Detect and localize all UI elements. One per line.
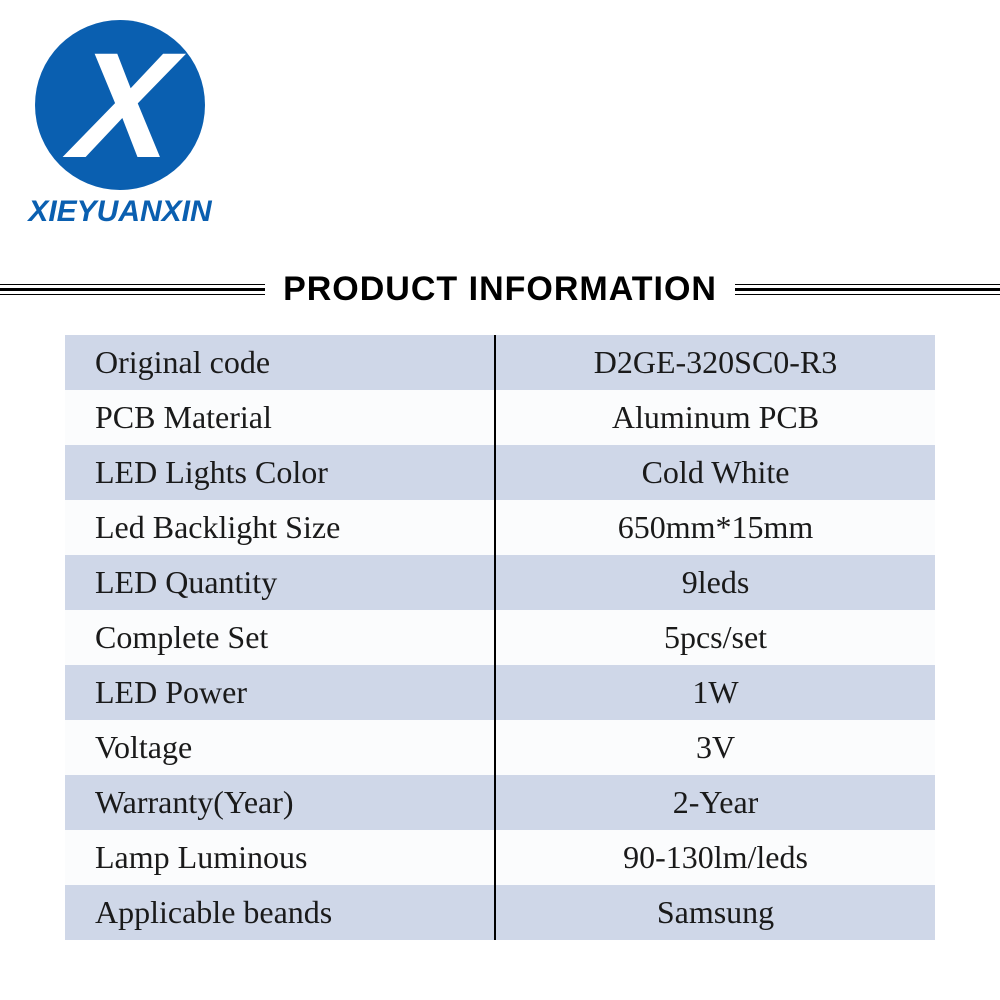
table-row: LED Quantity9leds — [65, 555, 935, 610]
spec-value: Samsung — [495, 885, 935, 940]
table-row: Led Backlight Size650mm*15mm — [65, 500, 935, 555]
spec-label: LED Power — [65, 665, 495, 720]
spec-table-body: Original codeD2GE-320SC0-R3 PCB Material… — [65, 335, 935, 940]
heading-rule-left — [0, 288, 265, 291]
spec-value: Aluminum PCB — [495, 390, 935, 445]
spec-value: 2-Year — [495, 775, 935, 830]
table-row: Complete Set5pcs/set — [65, 610, 935, 665]
table-row: LED Lights ColorCold White — [65, 445, 935, 500]
table-row: LED Power1W — [65, 665, 935, 720]
spec-table: Original codeD2GE-320SC0-R3 PCB Material… — [65, 335, 935, 940]
page-title: PRODUCT INFORMATION — [265, 270, 735, 309]
heading-row: PRODUCT INFORMATION — [0, 270, 1000, 309]
spec-value: 9leds — [495, 555, 935, 610]
spec-value: 650mm*15mm — [495, 500, 935, 555]
spec-label: Led Backlight Size — [65, 500, 495, 555]
brand-logo-block: X XIEYUANXIN — [20, 20, 220, 229]
spec-value: 3V — [495, 720, 935, 775]
brand-name: XIEYUANXIN — [20, 195, 220, 229]
spec-label: Applicable beands — [65, 885, 495, 940]
logo-circle: X — [35, 20, 205, 190]
spec-label: LED Lights Color — [65, 445, 495, 500]
spec-value: 5pcs/set — [495, 610, 935, 665]
table-row: Voltage3V — [65, 720, 935, 775]
spec-value: 90-130lm/leds — [495, 830, 935, 885]
spec-label: PCB Material — [65, 390, 495, 445]
spec-value: 1W — [495, 665, 935, 720]
heading-rule-right — [735, 288, 1000, 291]
spec-label: LED Quantity — [65, 555, 495, 610]
spec-value: Cold White — [495, 445, 935, 500]
logo-letter: X — [66, 19, 173, 192]
table-row: Original codeD2GE-320SC0-R3 — [65, 335, 935, 390]
table-row: Warranty(Year)2-Year — [65, 775, 935, 830]
spec-label: Voltage — [65, 720, 495, 775]
spec-label: Warranty(Year) — [65, 775, 495, 830]
spec-value: D2GE-320SC0-R3 — [495, 335, 935, 390]
table-row: Lamp Luminous90-130lm/leds — [65, 830, 935, 885]
spec-label: Complete Set — [65, 610, 495, 665]
table-row: PCB MaterialAluminum PCB — [65, 390, 935, 445]
table-row: Applicable beandsSamsung — [65, 885, 935, 940]
spec-label: Lamp Luminous — [65, 830, 495, 885]
spec-label: Original code — [65, 335, 495, 390]
